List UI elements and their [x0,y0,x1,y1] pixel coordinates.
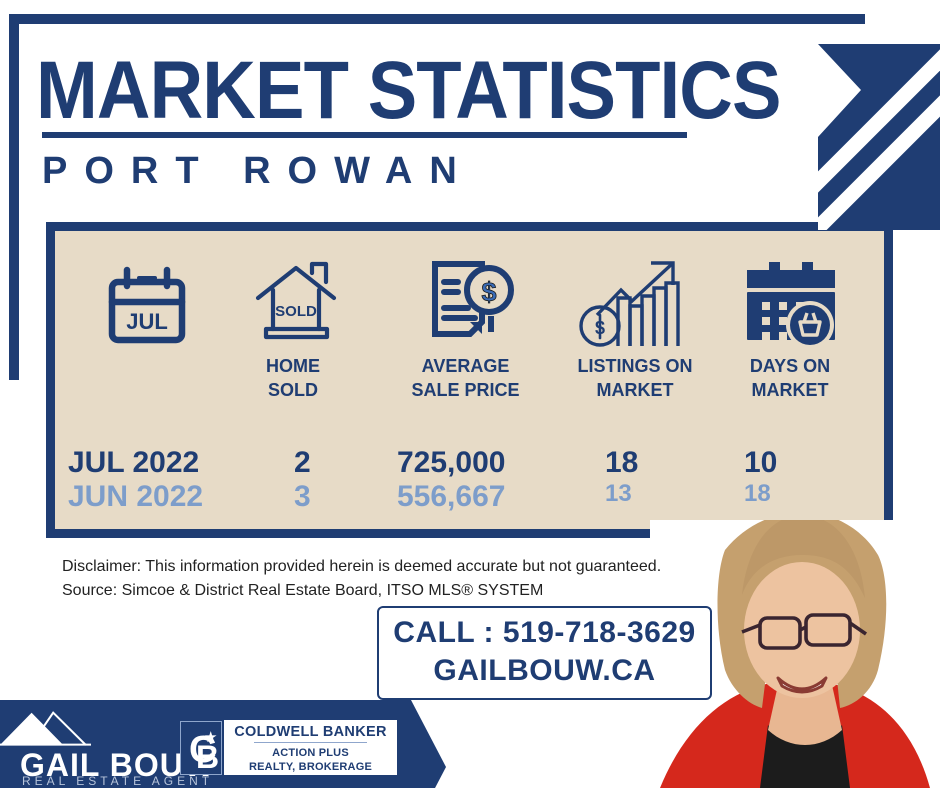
svg-text:SOLD: SOLD [275,303,317,320]
svg-text:JUL: JUL [126,309,168,334]
svg-text:★: ★ [204,729,217,746]
svg-text:$: $ [481,277,496,307]
svg-text:$: $ [595,318,605,338]
